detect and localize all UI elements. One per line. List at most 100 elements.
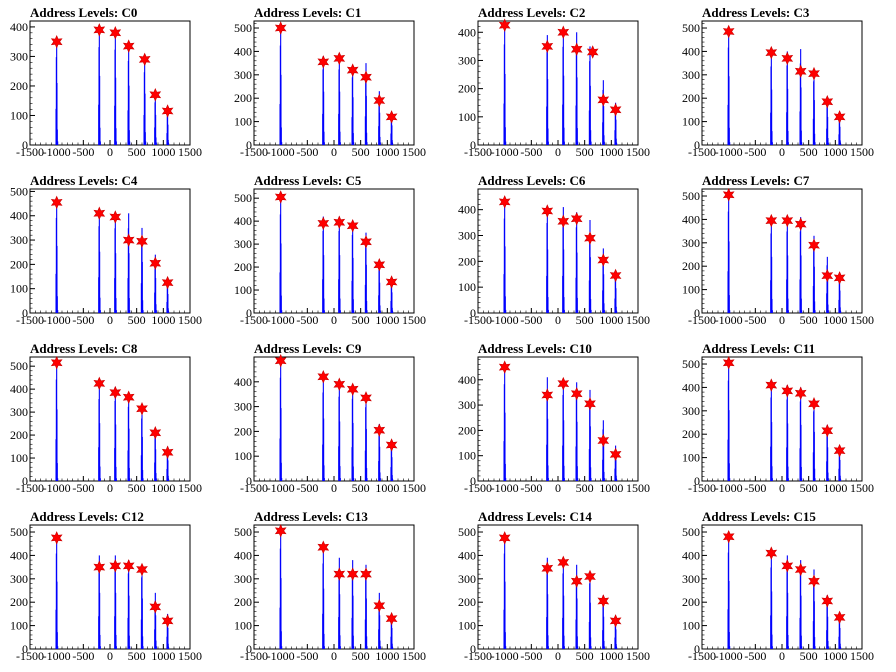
chart-title: Address Levels: C8 xyxy=(30,341,138,356)
x-tick-label: -1000 xyxy=(267,649,295,663)
star-marker xyxy=(333,51,346,66)
y-tick-label: 0 xyxy=(22,138,28,152)
star-marker xyxy=(498,531,511,545)
star-marker xyxy=(385,110,398,124)
plot-frame xyxy=(29,524,191,650)
plot-frame xyxy=(701,20,863,146)
y-tick-label: 100 xyxy=(10,451,28,465)
x-tick-label: -500 xyxy=(520,649,542,663)
histogram-peak xyxy=(562,379,565,481)
x-tick-label: 500 xyxy=(800,145,818,159)
histogram-peak xyxy=(770,52,773,145)
x-tick-label: -500 xyxy=(72,313,94,327)
star-marker xyxy=(794,386,807,401)
star-marker xyxy=(781,213,794,228)
x-tick-label: -1500 xyxy=(464,649,492,663)
histogram-svg: Address Levels: C10100200300400500-1500-… xyxy=(234,5,426,159)
histogram-svg: Address Levels: C9 0 100 200 300 400 -1500-100… xyxy=(234,341,426,495)
star-marker xyxy=(808,397,820,411)
x-tick-label: -1000 xyxy=(715,481,743,495)
x-tick-label: 0 xyxy=(555,481,561,495)
histogram-peak xyxy=(338,56,341,145)
y-tick-label: 500 xyxy=(10,359,28,373)
plot-frame xyxy=(29,188,191,314)
chart-panel: Address Levels: C6 0 100 200 300 400 -1500 -100… xyxy=(448,168,672,336)
y-tick-label: 200 xyxy=(234,424,252,438)
x-tick-label: -1000 xyxy=(43,313,71,327)
x-tick-label: -1000 xyxy=(43,481,71,495)
x-tick-label: -500 xyxy=(72,649,94,663)
x-tick-label: -1500 xyxy=(688,145,716,159)
x-tick-label: 500 xyxy=(576,145,594,159)
histogram-peak xyxy=(114,386,117,481)
histogram-svg: Address Levels: C12 0 100 200 300 400 500 -1500… xyxy=(10,509,202,663)
star-marker xyxy=(161,445,174,460)
histogram-peak xyxy=(786,385,789,481)
x-tick-label: 0 xyxy=(107,481,113,495)
star-marker xyxy=(570,42,583,56)
histogram-peak xyxy=(562,29,565,145)
star-marker xyxy=(498,360,511,374)
chart-panel: Address Levels: C11 0 100 200 300 400 500 -1500… xyxy=(672,336,896,504)
histogram-peak xyxy=(114,213,117,313)
y-tick-label: 300 xyxy=(10,49,28,63)
y-tick-label: 300 xyxy=(682,404,700,418)
y-tick-label: 0 xyxy=(694,138,700,152)
histogram-peak xyxy=(546,207,549,313)
y-tick-label: 400 xyxy=(458,203,476,217)
star-marker xyxy=(373,258,386,272)
y-tick-label: 100 xyxy=(458,619,476,633)
y-tick-label: 500 xyxy=(682,189,700,203)
y-tick-label: 400 xyxy=(10,382,28,396)
y-tick-label: 0 xyxy=(470,642,476,656)
plot-frame xyxy=(253,524,415,650)
chart-panel: Address Levels: C7 0 100 200 300 400 500 -1500-… xyxy=(672,168,896,336)
histogram-peak xyxy=(562,560,565,649)
x-tick-label: -1500 xyxy=(688,481,716,495)
star-marker xyxy=(541,561,554,576)
y-tick-label: 400 xyxy=(682,380,700,394)
y-tick-label: 0 xyxy=(246,642,252,656)
histogram-peak xyxy=(322,56,325,145)
histogram-peak xyxy=(127,560,131,649)
star-marker xyxy=(722,24,735,39)
y-tick-label: 300 xyxy=(458,53,476,67)
chart-title: Address Levels: C0 xyxy=(30,5,137,20)
star-marker xyxy=(50,355,63,370)
star-marker xyxy=(122,559,135,573)
star-marker xyxy=(557,555,570,570)
histogram-peak xyxy=(351,65,355,145)
star-marker xyxy=(597,594,610,608)
x-tick-label: -1500 xyxy=(16,649,44,663)
x-tick-label: 1000 xyxy=(375,145,399,159)
histogram-svg: Address Levels: C70100200300400500-1500-… xyxy=(682,173,874,327)
y-tick-label: 400 xyxy=(234,375,252,389)
y-tick-label: 0 xyxy=(22,306,28,320)
star-marker xyxy=(541,39,554,54)
chart-panel: Address Levels: C4 0 100 200 300 400 500 -1500-… xyxy=(0,168,224,336)
star-marker xyxy=(373,598,386,613)
x-tick-label: 0 xyxy=(107,313,113,327)
histogram-peak xyxy=(588,571,592,649)
y-tick-label: 200 xyxy=(10,257,28,271)
star-marker xyxy=(821,594,834,608)
chart-panel: Address Levels: C3 0 100 200 300 400 500 -1500-… xyxy=(672,0,896,168)
y-tick-label: 300 xyxy=(10,572,28,586)
y-tick-label: 400 xyxy=(234,44,252,58)
y-tick-label: 0 xyxy=(694,306,700,320)
star-marker xyxy=(765,546,778,560)
y-tick-label: 200 xyxy=(682,259,700,273)
y-tick-label: 500 xyxy=(682,357,700,371)
x-tick-label: 1500 xyxy=(850,313,874,327)
chart-title: Address Levels: C9 xyxy=(254,341,362,356)
x-tick-label: -1500 xyxy=(16,145,44,159)
y-tick-label: 100 xyxy=(234,283,252,297)
histogram-peak xyxy=(154,428,157,481)
star-marker xyxy=(333,215,346,230)
x-tick-label: 1500 xyxy=(626,145,650,159)
y-tick-label: 100 xyxy=(682,619,700,633)
chart-title: Address Levels: C4 xyxy=(30,173,138,188)
y-tick-label: 300 xyxy=(234,572,252,586)
histogram-peak xyxy=(98,210,101,313)
x-tick-label: 500 xyxy=(352,313,370,327)
